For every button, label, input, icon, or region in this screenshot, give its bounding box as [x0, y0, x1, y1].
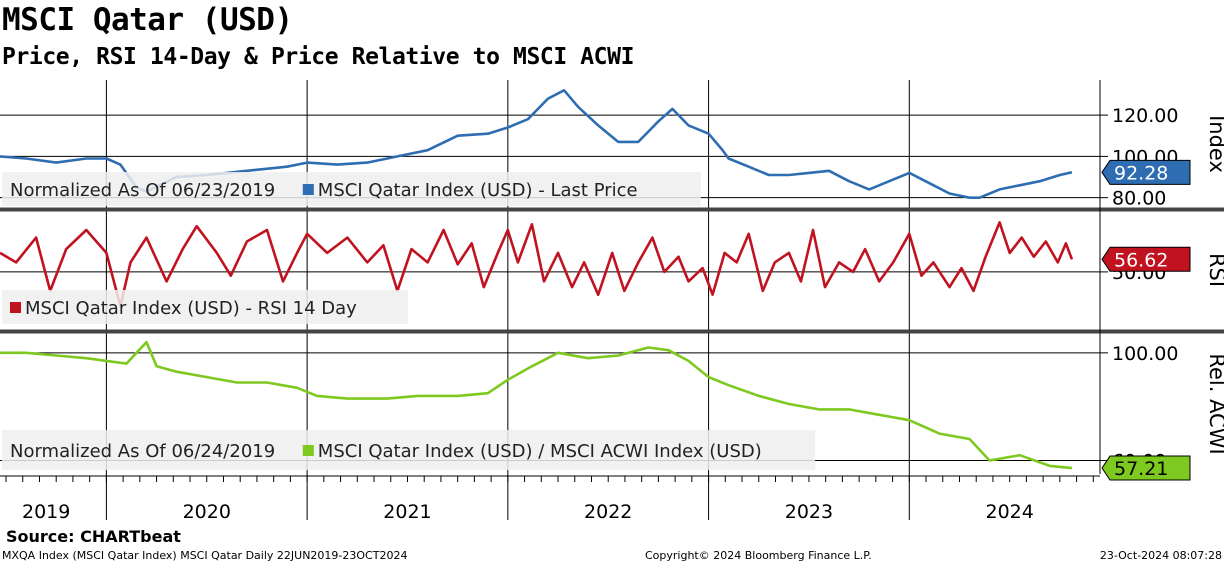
- legend-swatch: [10, 302, 21, 313]
- chart-subtitle: Price, RSI 14-Day & Price Relative to MS…: [2, 44, 635, 70]
- series-line-3: [0, 340, 1073, 470]
- x-tick-label: 2023: [785, 501, 833, 523]
- legend-box: [2, 290, 408, 324]
- legend-box: [2, 172, 701, 206]
- legend-note: Normalized As Of 06/24/2019: [10, 441, 275, 462]
- footer-copyright: Copyright© 2024 Bloomberg Finance L.P.: [645, 549, 872, 562]
- source-label: Source: CHARTbeat: [6, 527, 181, 546]
- footer-timestamp: 23-Oct-2024 08:07:28: [1099, 549, 1222, 562]
- last-value-tag: [1101, 159, 1191, 185]
- legend-box: [2, 430, 816, 470]
- y-tick-label: 100.00: [1112, 343, 1178, 365]
- panel-separator: [0, 329, 1224, 334]
- y-tick-label: 120.00: [1112, 105, 1178, 127]
- legend-entry: MSCI Qatar Index (USD) - RSI 14 Day: [25, 298, 357, 319]
- x-tick-label: 2022: [584, 501, 632, 523]
- legend-entry: MSCI Qatar Index (USD) - Last Price: [318, 180, 638, 201]
- last-value-tag: [1101, 455, 1191, 481]
- x-tick-label: 2024: [985, 501, 1033, 523]
- y-tick-label: 80.00: [1112, 188, 1166, 210]
- x-tick-label: 2019: [22, 501, 70, 523]
- panel-separator: [0, 207, 1224, 212]
- legend-entry: MSCI Qatar Index (USD) / MSCI ACWI Index…: [318, 441, 762, 462]
- legend-note: Normalized As Of 06/23/2019: [10, 180, 275, 201]
- last-value-label: 56.62: [1114, 249, 1168, 271]
- x-tick-label: 2020: [183, 501, 231, 523]
- last-value-label: 92.28: [1114, 162, 1168, 184]
- legend-swatch: [302, 184, 314, 195]
- axis-title: Index: [1205, 115, 1224, 173]
- chart-title: MSCI Qatar (USD): [2, 2, 293, 38]
- footer-security-info: MXQA Index (MSCI Qatar Index) MSCI Qatar…: [2, 549, 408, 562]
- x-tick-label: 2021: [383, 501, 431, 523]
- last-value-tag: [1101, 246, 1191, 272]
- axis-title: RSI: [1205, 253, 1224, 287]
- series-line-2: [0, 221, 1074, 308]
- last-value-label: 57.21: [1114, 458, 1168, 480]
- legend-swatch: [302, 445, 314, 456]
- axis-title: Rel. ACWI: [1205, 353, 1224, 454]
